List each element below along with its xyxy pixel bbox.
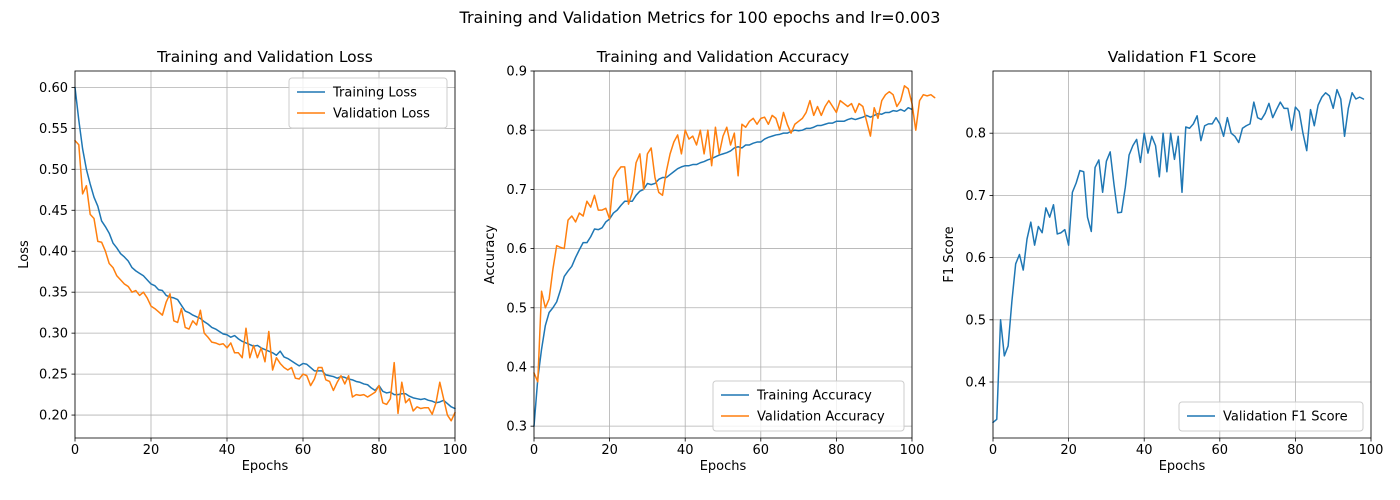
y-tick-label: 0.4 — [506, 360, 527, 375]
legend: Validation F1 Score — [1178, 401, 1364, 432]
legend-label: Validation Accuracy — [757, 410, 885, 425]
y-tick-label: 0.40 — [39, 245, 68, 260]
y-tick-label: 0.5 — [965, 313, 986, 328]
x-tick-label: 20 — [143, 443, 160, 458]
series-line-validation-loss — [74, 139, 456, 422]
y-tick-label: 0.8 — [506, 124, 527, 139]
axes-frame — [992, 70, 1372, 439]
y-tick-label: 0.8 — [965, 127, 986, 142]
series-line-training-accuracy — [533, 106, 913, 427]
legend-frame — [712, 380, 905, 432]
y-tick-label: 0.7 — [965, 189, 986, 204]
x-tick-label: 80 — [371, 443, 388, 458]
y-tick-label: 0.60 — [39, 81, 68, 96]
x-axis-label: Epochs — [242, 459, 289, 474]
chart-title: Training and Validation Loss — [156, 48, 373, 66]
x-tick-label: 100 — [900, 443, 925, 458]
legend-frame — [288, 77, 448, 129]
axes-frame — [74, 70, 456, 439]
chart-panels: 0 20 40 60 80 1000.200.250.300.350.400.450.50… — [17, 48, 1383, 474]
x-tick-label: 40 — [677, 443, 694, 458]
chart-panel-1: 0 20 40 60 80 100 0.20 0.25 0.30 0.35 0.40 0.45 0.50… — [17, 48, 467, 474]
chart-panel-3: 0 20 40 60 80 100 0.4 0.5 0.6 0.7 0.8 Validation F1… — [942, 48, 1383, 474]
chart-panel-2: 0 20 40 60 80 100 0.3 0.4 0.5 0.6 0.7 0.8 0.9 Trainin… — [483, 48, 936, 474]
y-tick-label: 0.45 — [39, 204, 68, 219]
x-tick-label: 60 — [753, 443, 770, 458]
legend-label: Training Loss — [332, 86, 417, 101]
x-axis-label: Epochs — [700, 459, 747, 474]
x-tick-label: 0 — [71, 443, 79, 458]
series-line-validation-accuracy — [533, 85, 936, 383]
x-tick-label: 100 — [443, 443, 468, 458]
y-tick-label: 0.20 — [39, 409, 68, 424]
x-tick-label: 100 — [1359, 443, 1384, 458]
y-axis-label: Accuracy — [483, 225, 498, 285]
y-tick-label: 0.30 — [39, 327, 68, 342]
legend-label: Validation Loss — [333, 107, 430, 122]
y-tick-label: 0.55 — [39, 122, 68, 137]
y-tick-label: 0.35 — [39, 286, 68, 301]
y-tick-label: 0.9 — [506, 65, 527, 80]
y-axis-label: Loss — [17, 240, 32, 269]
x-tick-label: 60 — [295, 443, 312, 458]
x-tick-label: 80 — [828, 443, 845, 458]
y-tick-label: 0.3 — [506, 420, 527, 435]
y-tick-label: 0.5 — [506, 301, 527, 316]
legend-label: Training Accuracy — [756, 389, 872, 404]
legend: Training Loss Validation Loss — [288, 77, 448, 129]
chart-title: Training and Validation Accuracy — [596, 48, 849, 66]
y-tick-label: 0.7 — [506, 183, 527, 198]
x-tick-label: 0 — [530, 443, 538, 458]
x-tick-label: 40 — [1136, 443, 1153, 458]
x-tick-label: 0 — [989, 443, 997, 458]
y-tick-label: 0.4 — [965, 376, 986, 391]
x-tick-label: 80 — [1287, 443, 1304, 458]
series-line-validation-f1-score — [992, 88, 1365, 424]
y-tick-label: 0.25 — [39, 368, 68, 383]
y-tick-label: 0.6 — [965, 251, 986, 266]
x-tick-label: 20 — [1060, 443, 1077, 458]
y-axis-label: F1 Score — [942, 226, 957, 282]
x-axis-label: Epochs — [1159, 459, 1206, 474]
axes-frame — [533, 70, 913, 439]
y-tick-label: 0.6 — [506, 242, 527, 257]
x-tick-label: 60 — [1212, 443, 1229, 458]
x-tick-label: 40 — [219, 443, 236, 458]
x-tick-label: 20 — [601, 443, 618, 458]
y-tick-label: 0.50 — [39, 163, 68, 178]
legend-label: Validation F1 Score — [1223, 410, 1348, 425]
chart-title: Validation F1 Score — [1108, 48, 1257, 66]
figure-suptitle: Training and Validation Metrics for 100 … — [459, 8, 941, 27]
legend: Training Accuracy Validation Accuracy — [712, 380, 905, 432]
legend-frame — [1178, 401, 1364, 432]
